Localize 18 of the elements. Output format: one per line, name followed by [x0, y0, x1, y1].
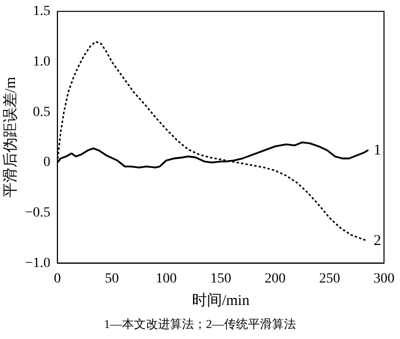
x-tick-label: 250: [319, 271, 340, 286]
y-tick-label: 0: [43, 155, 50, 170]
x-tick-label: 0: [54, 271, 61, 286]
series-label: 2: [374, 232, 382, 249]
y-tick-label: 1.0: [32, 54, 50, 70]
text: 1—本文改进算法；2—传统平滑算法: [103, 316, 297, 333]
x-tick-label: 150: [210, 271, 232, 286]
series-label: 1: [374, 142, 382, 158]
y-tick-label: 1.5: [32, 4, 50, 20]
y-tick-label: 0.5: [32, 104, 50, 120]
x-tick-label: 300: [374, 271, 394, 286]
y-tick-label: −1.0: [24, 256, 50, 271]
x-tick-label: 100: [156, 271, 177, 286]
x-tick-label: 50: [104, 271, 119, 286]
y-axis-title: 平滑后伪距误差/m: [2, 76, 19, 198]
x-axis-title: 时间/min: [192, 292, 250, 309]
x-tick-label: 200: [264, 271, 286, 286]
y-tick-label: −0.5: [24, 206, 50, 221]
